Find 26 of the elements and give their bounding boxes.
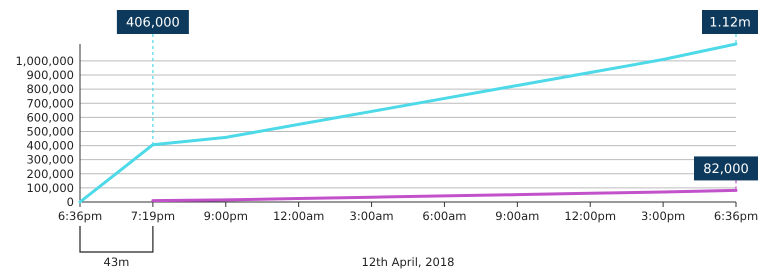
data-label: 1.12m bbox=[709, 16, 751, 30]
x-tick-label: 6:00am bbox=[422, 209, 466, 223]
x-tick-label: 12:00am bbox=[272, 209, 324, 223]
y-tick-label: 600,000 bbox=[26, 110, 74, 124]
x-tick-label: 9:00am bbox=[495, 209, 540, 223]
y-tick-label: 300,000 bbox=[26, 152, 74, 167]
data-label: 82,000 bbox=[703, 162, 749, 177]
y-tick-label: 900,000 bbox=[26, 68, 74, 82]
y-tick-label: 100,000 bbox=[26, 180, 74, 195]
x-tick-label: 6:36pm bbox=[58, 209, 102, 223]
y-tick-label: 0 bbox=[66, 195, 74, 209]
y-tick-label: 500,000 bbox=[26, 124, 74, 138]
x-tick-label: 6:36pm bbox=[714, 209, 758, 223]
y-tick-label: 200,000 bbox=[26, 166, 74, 181]
y-tick-label: 700,000 bbox=[26, 96, 74, 110]
x-tick-label: 3:00am bbox=[350, 209, 394, 223]
x-tick-label: 9:00pm bbox=[204, 209, 248, 223]
y-tick-label: 400,000 bbox=[26, 138, 74, 153]
text: 43m bbox=[104, 255, 130, 269]
y-tick-label: 1,000,000 bbox=[15, 54, 74, 68]
text: 12th April, 2018 bbox=[362, 255, 454, 269]
x-tick-label: 3:00pm bbox=[640, 209, 686, 223]
data-label: 406,000 bbox=[126, 16, 180, 30]
y-tick-label: 800,000 bbox=[26, 82, 74, 96]
x-tick-label: 7:19pm bbox=[130, 209, 176, 223]
x-tick-label: 12:00pm bbox=[564, 209, 616, 223]
